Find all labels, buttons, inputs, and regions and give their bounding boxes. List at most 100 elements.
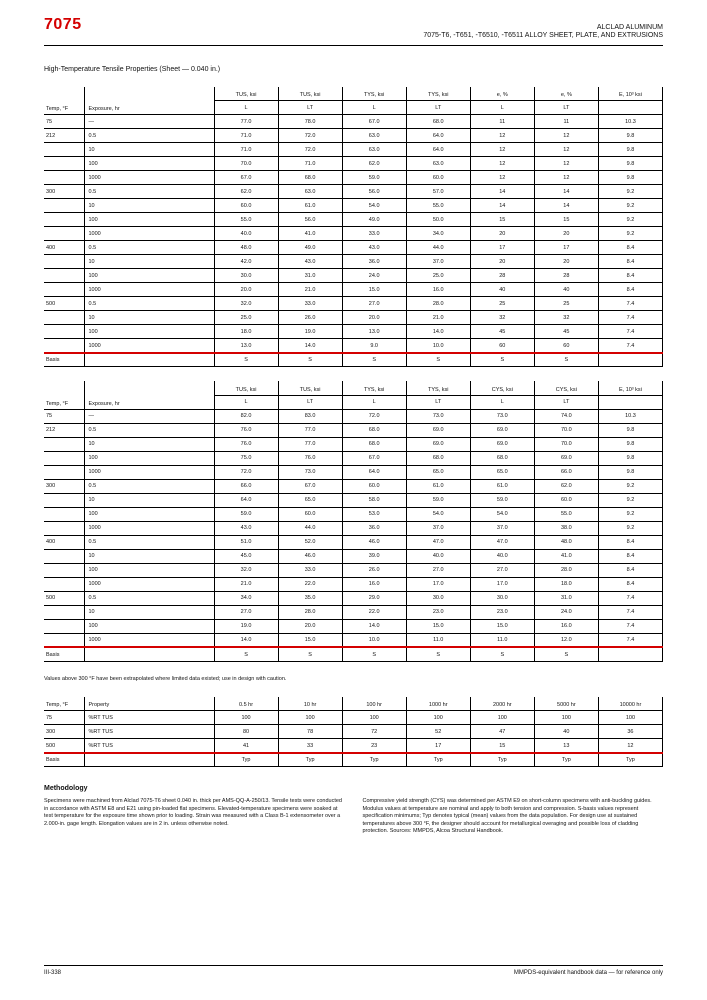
- basis-value: Typ: [470, 753, 534, 767]
- cell-temp: [44, 633, 84, 647]
- page-footer: III-338 MMPDS-equivalent handbook data —…: [44, 965, 663, 976]
- cell-value: 43.0: [342, 241, 406, 255]
- cell-value: 8.4: [598, 255, 662, 269]
- cell-value: 64.0: [214, 493, 278, 507]
- cell-temp: [44, 171, 84, 185]
- cell-value: 14: [534, 185, 598, 199]
- cell-value: 10.3: [598, 115, 662, 129]
- cell-value: 60.0: [278, 507, 342, 521]
- cell-value: 39.0: [342, 549, 406, 563]
- cell-temp: [44, 213, 84, 227]
- cell-value: 33.0: [342, 227, 406, 241]
- cell-value: 24.0: [342, 269, 406, 283]
- cell-value: 34.0: [406, 227, 470, 241]
- cell-temp: 75: [44, 409, 84, 423]
- cell-temp: 75: [44, 115, 84, 129]
- cell-exposure: —: [84, 115, 214, 129]
- cell-value: 14: [470, 199, 534, 213]
- cell-exposure: 10: [84, 549, 214, 563]
- cell-exposure: 1000: [84, 339, 214, 353]
- basis-value: Typ: [534, 753, 598, 767]
- cell-value: 20.0: [342, 311, 406, 325]
- cell-temp: [44, 339, 84, 353]
- cell-value: 17: [534, 241, 598, 255]
- cell-value: 66.0: [214, 479, 278, 493]
- cell-value: 68.0: [470, 451, 534, 465]
- cell-exposure: 100: [84, 563, 214, 577]
- cell-value: 77.0: [278, 423, 342, 437]
- cell-value: 10.3: [598, 409, 662, 423]
- cell-exposure: 10: [84, 493, 214, 507]
- basis-value: S: [534, 353, 598, 367]
- cell-value: 32: [534, 311, 598, 325]
- cell-value: 40: [534, 725, 598, 739]
- cell-exposure: %RT TUS: [84, 725, 214, 739]
- cell-temp: [44, 283, 84, 297]
- footer-left: III-338: [44, 970, 61, 976]
- cell-value: 100: [214, 711, 278, 725]
- cell-value: 69.0: [406, 437, 470, 451]
- basis-value: S: [406, 353, 470, 367]
- cell-value: 31.0: [534, 591, 598, 605]
- cell-value: 45: [470, 325, 534, 339]
- cell-value: 67.0: [342, 451, 406, 465]
- cell-exposure: 0.5: [84, 297, 214, 311]
- cell-exposure: 10: [84, 199, 214, 213]
- cell-exposure: 100: [84, 157, 214, 171]
- cell-value: 9.8: [598, 143, 662, 157]
- cell-value: 63.0: [278, 185, 342, 199]
- cell-exposure: 1000: [84, 577, 214, 591]
- col-header: TYS, ksi: [406, 87, 470, 101]
- cell-value: 28.0: [406, 297, 470, 311]
- cell-value: 70.0: [534, 423, 598, 437]
- basis-value: Typ: [406, 753, 470, 767]
- cell-value: 23: [342, 739, 406, 753]
- cell-value: 9.2: [598, 199, 662, 213]
- cell-value: 27.0: [214, 605, 278, 619]
- cell-exposure: 1000: [84, 227, 214, 241]
- cell-value: 17: [406, 739, 470, 753]
- cell-value: 76.0: [214, 423, 278, 437]
- cell-value: 72.0: [278, 129, 342, 143]
- cell-value: 12: [470, 129, 534, 143]
- cell-value: 40.0: [406, 549, 470, 563]
- cell-temp: [44, 143, 84, 157]
- col-header: Property: [84, 697, 214, 711]
- cell-temp: 212: [44, 423, 84, 437]
- cell-value: 55.0: [534, 507, 598, 521]
- cell-value: 44.0: [278, 521, 342, 535]
- page-header: 7075 ALCLAD ALUMINUM 7075-T6, -T651, -T6…: [44, 16, 663, 46]
- alloy-name: ALCLAD ALUMINUM 7075-T6, -T651, -T6510, …: [423, 24, 663, 41]
- cell-value: 69.0: [406, 423, 470, 437]
- cell-value: 61.0: [470, 479, 534, 493]
- col-subheader: LT: [406, 395, 470, 409]
- cell-exposure: 0.5: [84, 423, 214, 437]
- cell-value: 8.4: [598, 535, 662, 549]
- cell-value: 20.0: [214, 283, 278, 297]
- cell-value: 27.0: [342, 297, 406, 311]
- cell-value: 7.4: [598, 619, 662, 633]
- cell-value: 32.0: [214, 563, 278, 577]
- cell-value: 9.2: [598, 185, 662, 199]
- cell-value: 60: [534, 339, 598, 353]
- cell-value: 26.0: [278, 311, 342, 325]
- cell-value: 68.0: [342, 437, 406, 451]
- cell-value: 47.0: [406, 535, 470, 549]
- cell-value: 41.0: [534, 549, 598, 563]
- col-header: e, %: [534, 87, 598, 101]
- cell-temp: 212: [44, 129, 84, 143]
- cell-value: 71.0: [214, 143, 278, 157]
- basis-label: Basis: [44, 353, 84, 367]
- cell-value: 18.0: [214, 325, 278, 339]
- cell-value: 49.0: [342, 213, 406, 227]
- cell-temp: [44, 255, 84, 269]
- alloy-name-line1: ALCLAD ALUMINUM: [423, 24, 663, 32]
- cell-exposure: 0.5: [84, 591, 214, 605]
- cell-value: 28: [470, 269, 534, 283]
- cell-value: 15: [534, 213, 598, 227]
- cell-exposure: 100: [84, 325, 214, 339]
- cell-value: 11: [470, 115, 534, 129]
- col-header: CYS, ksi: [534, 381, 598, 395]
- methodology-col2: Compressive yield strength (CYS) was det…: [363, 798, 664, 835]
- cell-value: 71.0: [278, 157, 342, 171]
